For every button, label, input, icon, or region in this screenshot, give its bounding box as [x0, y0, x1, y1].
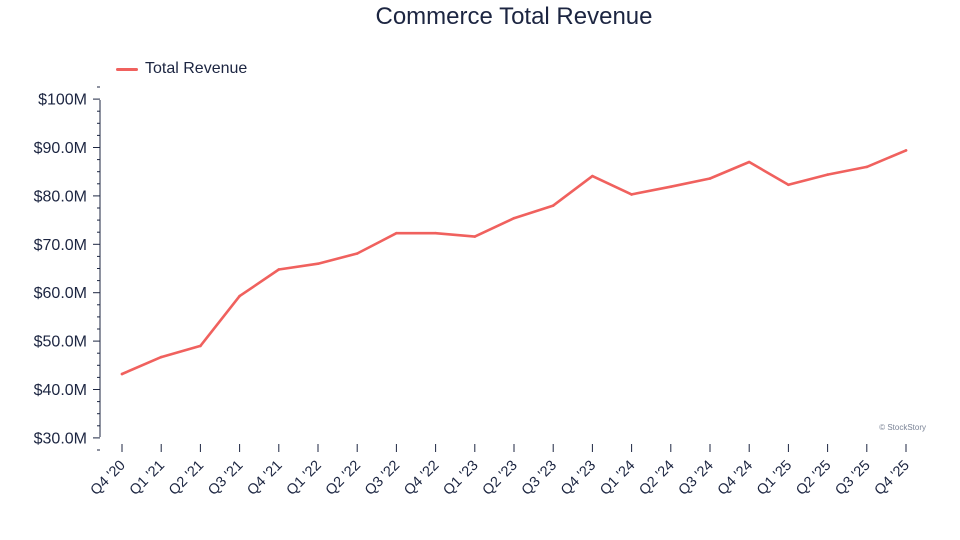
data-point — [512, 216, 516, 220]
data-point — [591, 174, 594, 178]
y-tick-label: $30.0M — [34, 430, 87, 447]
x-tick-label: Q3 '22 — [362, 458, 403, 499]
y-tick-label: $50.0M — [34, 334, 87, 351]
chart-title: Commerce Total Revenue — [375, 3, 653, 30]
x-tick-label: Q1 '25 — [754, 458, 795, 499]
x-tick-label: Q2 '22 — [323, 458, 364, 499]
data-point — [473, 235, 477, 238]
y-tick-label: $70.0M — [34, 237, 87, 254]
y-tick-label: $90.0M — [34, 140, 87, 157]
data-point — [904, 149, 908, 152]
x-tick-label: Q3 '21 — [205, 458, 246, 499]
x-tick-label: Q4 '25 — [872, 458, 913, 499]
x-tick-label: Q2 '23 — [480, 458, 521, 499]
x-tick-label: Q4 '22 — [401, 458, 442, 499]
data-point — [355, 252, 359, 255]
x-tick-label: Q3 '23 — [519, 458, 560, 499]
x-tick-label: Q4 '24 — [715, 458, 756, 499]
data-point — [747, 160, 751, 164]
data-point — [159, 355, 163, 359]
data-point — [865, 165, 869, 169]
data-point — [787, 183, 790, 187]
x-tick-label: Q1 '21 — [127, 458, 168, 499]
data-point — [199, 344, 202, 348]
data-point — [630, 193, 633, 196]
data-point — [316, 262, 320, 265]
y-tick-label: $80.0M — [34, 188, 87, 205]
y-tick-label: $100M — [38, 92, 87, 109]
legend-label: Total Revenue — [145, 60, 248, 77]
data-point — [395, 231, 398, 235]
data-point — [277, 268, 281, 271]
data-point — [551, 204, 555, 207]
data-point — [434, 231, 437, 235]
y-tick-label: $40.0M — [34, 382, 87, 399]
x-tick-label: Q1 '23 — [440, 458, 481, 499]
y-axis: $30.0M $40.0M $50.0M $60.0M $70.0M $80.0M $90.… — [34, 86, 101, 451]
x-tick-label: Q4 '23 — [558, 458, 599, 499]
x-tick-label: Q4 '20 — [88, 458, 129, 499]
x-tick-label: Q2 '24 — [636, 458, 677, 499]
data-point — [120, 372, 124, 376]
x-tick-label: Q3 '25 — [832, 458, 873, 499]
series-layer — [120, 149, 908, 376]
x-tick-label: Q2 '25 — [793, 458, 834, 499]
data-point — [826, 173, 829, 176]
data-point — [669, 185, 673, 189]
y-tick-label: $60.0M — [34, 285, 87, 302]
legend-swatch — [116, 67, 138, 71]
x-tick-label: Q4 '21 — [244, 458, 285, 499]
data-point — [708, 177, 712, 180]
x-tick-label: Q1 '24 — [597, 458, 638, 499]
x-tick-label: Q3 '24 — [676, 458, 717, 499]
legend: Total Revenue — [116, 60, 247, 78]
x-tick-label: Q1 '22 — [284, 458, 325, 499]
data-point — [238, 294, 241, 298]
credit-label: © StockStory — [879, 423, 926, 432]
x-tick-label: Q2 '21 — [166, 458, 207, 499]
